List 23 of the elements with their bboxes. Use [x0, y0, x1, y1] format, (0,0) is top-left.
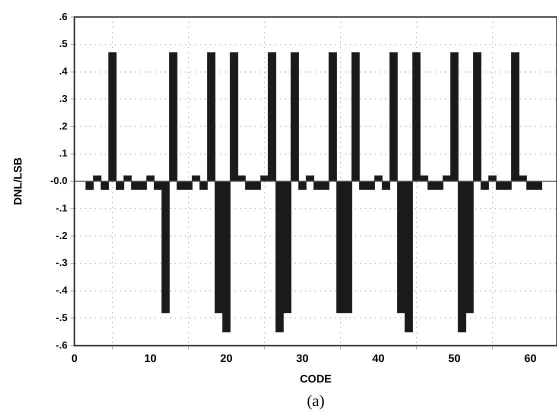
x-tick-label: 60 [524, 353, 537, 366]
x-tick-label: 40 [372, 353, 385, 366]
y-tick-label: -.2 [56, 230, 68, 242]
y-tick-label: -.3 [56, 258, 68, 270]
y-tick-label: .6 [59, 12, 68, 23]
y-axis-title: DNL/LSB [12, 157, 25, 206]
y-tick-label: -.5 [56, 312, 68, 324]
x-tick-label: 30 [296, 353, 309, 366]
y-tick-label: -0.0 [50, 176, 68, 188]
x-tick-label: 0 [71, 353, 78, 366]
y-tick-label: .1 [59, 148, 68, 160]
y-tick-label: .5 [59, 39, 68, 50]
x-tick-label: 10 [144, 353, 157, 366]
text: (a) [306, 393, 325, 410]
y-tick-label: -.6 [56, 340, 68, 352]
y-tick-label: .4 [59, 66, 68, 78]
x-axis-title: CODE [300, 373, 332, 386]
y-tick-label: .2 [59, 121, 68, 132]
x-tick-label: 50 [448, 353, 461, 366]
y-tick-label: -.4 [56, 286, 68, 297]
y-tick-label: -.1 [56, 203, 68, 214]
y-tick-label: .3 [59, 94, 68, 105]
x-tick-label: 20 [220, 353, 233, 366]
